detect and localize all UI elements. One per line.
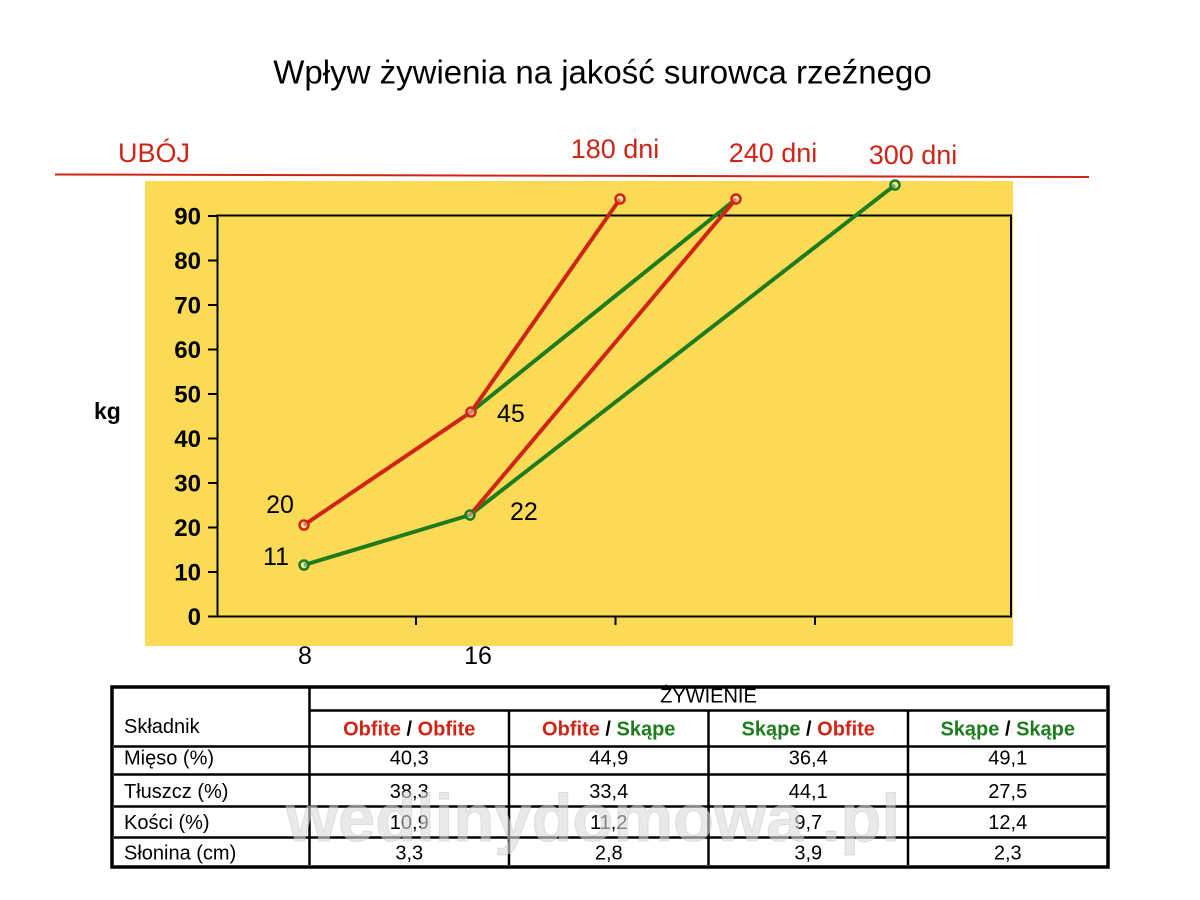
svg-text:Składnik: Składnik [124, 716, 201, 738]
svg-text:10,9: 10,9 [390, 812, 429, 834]
svg-text:22: 22 [510, 498, 538, 526]
svg-text:45: 45 [497, 400, 525, 428]
svg-text:Skąpe / Obfite: Skąpe / Obfite [742, 719, 875, 741]
svg-text:2,3: 2,3 [994, 843, 1022, 865]
svg-text:3,3: 3,3 [395, 843, 423, 865]
svg-text:11,2: 11,2 [590, 812, 627, 834]
svg-text:30: 30 [174, 471, 201, 498]
svg-text:36,4: 36,4 [789, 748, 828, 770]
svg-text:20: 20 [174, 515, 201, 542]
svg-text:27,5: 27,5 [988, 781, 1027, 803]
svg-text:300 dni: 300 dni [869, 140, 958, 170]
svg-text:8: 8 [298, 642, 312, 670]
svg-text:kg: kg [94, 398, 121, 424]
svg-text:11: 11 [263, 543, 289, 571]
svg-text:60: 60 [174, 337, 201, 364]
svg-text:Obfite / Obfite: Obfite / Obfite [343, 719, 475, 741]
svg-text:50: 50 [174, 382, 201, 409]
svg-text:80: 80 [174, 248, 201, 275]
svg-text:16: 16 [464, 642, 492, 670]
svg-text:Wpływ żywienia na jakość surow: Wpływ żywienia na jakość surowca rzeźneg… [273, 54, 931, 91]
svg-text:33,4: 33,4 [589, 781, 628, 803]
svg-text:90: 90 [174, 204, 201, 231]
svg-text:Skąpe / Skąpe: Skąpe / Skąpe [940, 719, 1075, 741]
svg-text:70: 70 [174, 293, 201, 320]
svg-text:Kości (%): Kości (%) [124, 812, 210, 834]
svg-text:0: 0 [188, 604, 201, 631]
svg-text:9,7: 9,7 [794, 812, 822, 834]
svg-text:49,1: 49,1 [988, 748, 1027, 770]
svg-text:40,3: 40,3 [390, 748, 429, 770]
svg-text:ŻYWIENIE: ŻYWIENIE [660, 685, 757, 708]
svg-text:2,8: 2,8 [595, 843, 623, 865]
svg-text:3,9: 3,9 [794, 843, 822, 865]
svg-text:UBÓJ: UBÓJ [118, 137, 190, 168]
svg-text:240 dni: 240 dni [729, 138, 818, 168]
svg-text:Obfite / Skąpe: Obfite / Skąpe [542, 719, 675, 741]
svg-text:Mięso (%): Mięso (%) [124, 748, 214, 770]
svg-text:180 dni: 180 dni [571, 134, 660, 164]
svg-text:12,4: 12,4 [988, 812, 1027, 834]
svg-text:20: 20 [266, 491, 294, 519]
svg-text:44,9: 44,9 [589, 748, 628, 770]
svg-text:38,3: 38,3 [390, 781, 429, 803]
svg-text:10: 10 [174, 560, 201, 587]
svg-text:Tłuszcz (%): Tłuszcz (%) [124, 781, 228, 803]
svg-text:Słonina (cm): Słonina (cm) [124, 843, 236, 865]
svg-text:40: 40 [174, 426, 201, 453]
svg-text:44,1: 44,1 [789, 781, 828, 803]
